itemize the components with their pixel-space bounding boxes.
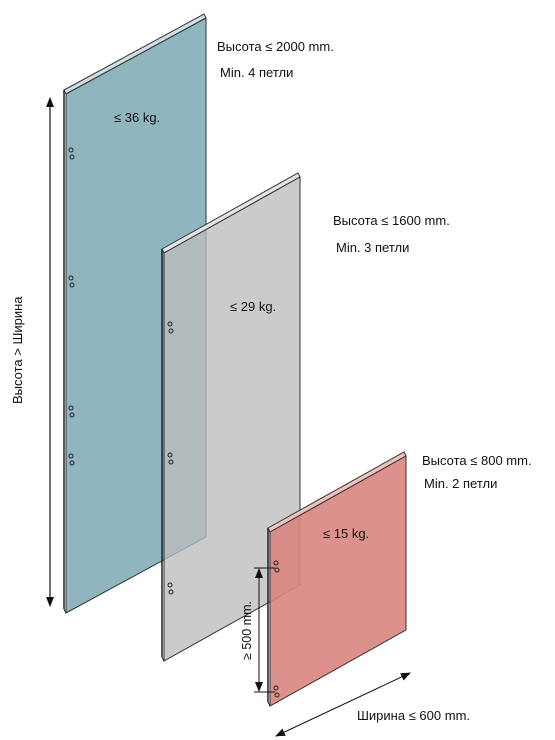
hinge-spacing-dimension — [254, 567, 275, 693]
large-hinges-label: Min. 4 петли — [220, 65, 293, 80]
hinge-spacing-label: ≥ 500 mm. — [240, 601, 254, 660]
small-height-label: Высота ≤ 800 mm. — [422, 453, 532, 468]
medium-height-label: Высота ≤ 1600 mm. — [333, 213, 450, 228]
small-weight-label: ≤ 15 kg. — [323, 526, 369, 541]
medium-weight-label: ≤ 29 kg. — [230, 299, 276, 314]
width-limit-label: Ширина ≤ 600 mm. — [357, 708, 470, 723]
large-weight-label: ≤ 36 kg. — [114, 110, 160, 125]
medium-panel-hinge-holes — [167, 321, 174, 595]
small-hinges-label: Min. 2 петли — [424, 476, 497, 491]
medium-hinges-label: Min. 3 петли — [336, 240, 409, 255]
small-panel-face — [269, 455, 407, 707]
medium-door-panel — [161, 172, 301, 662]
height-width-rule-label: Высота > Ширина — [10, 296, 25, 404]
large-panel-hinge-holes — [68, 147, 75, 466]
small-door-panel — [267, 451, 407, 707]
width-dimension-arrow — [275, 672, 411, 737]
large-height-label: Высота ≤ 2000 mm. — [217, 39, 334, 54]
